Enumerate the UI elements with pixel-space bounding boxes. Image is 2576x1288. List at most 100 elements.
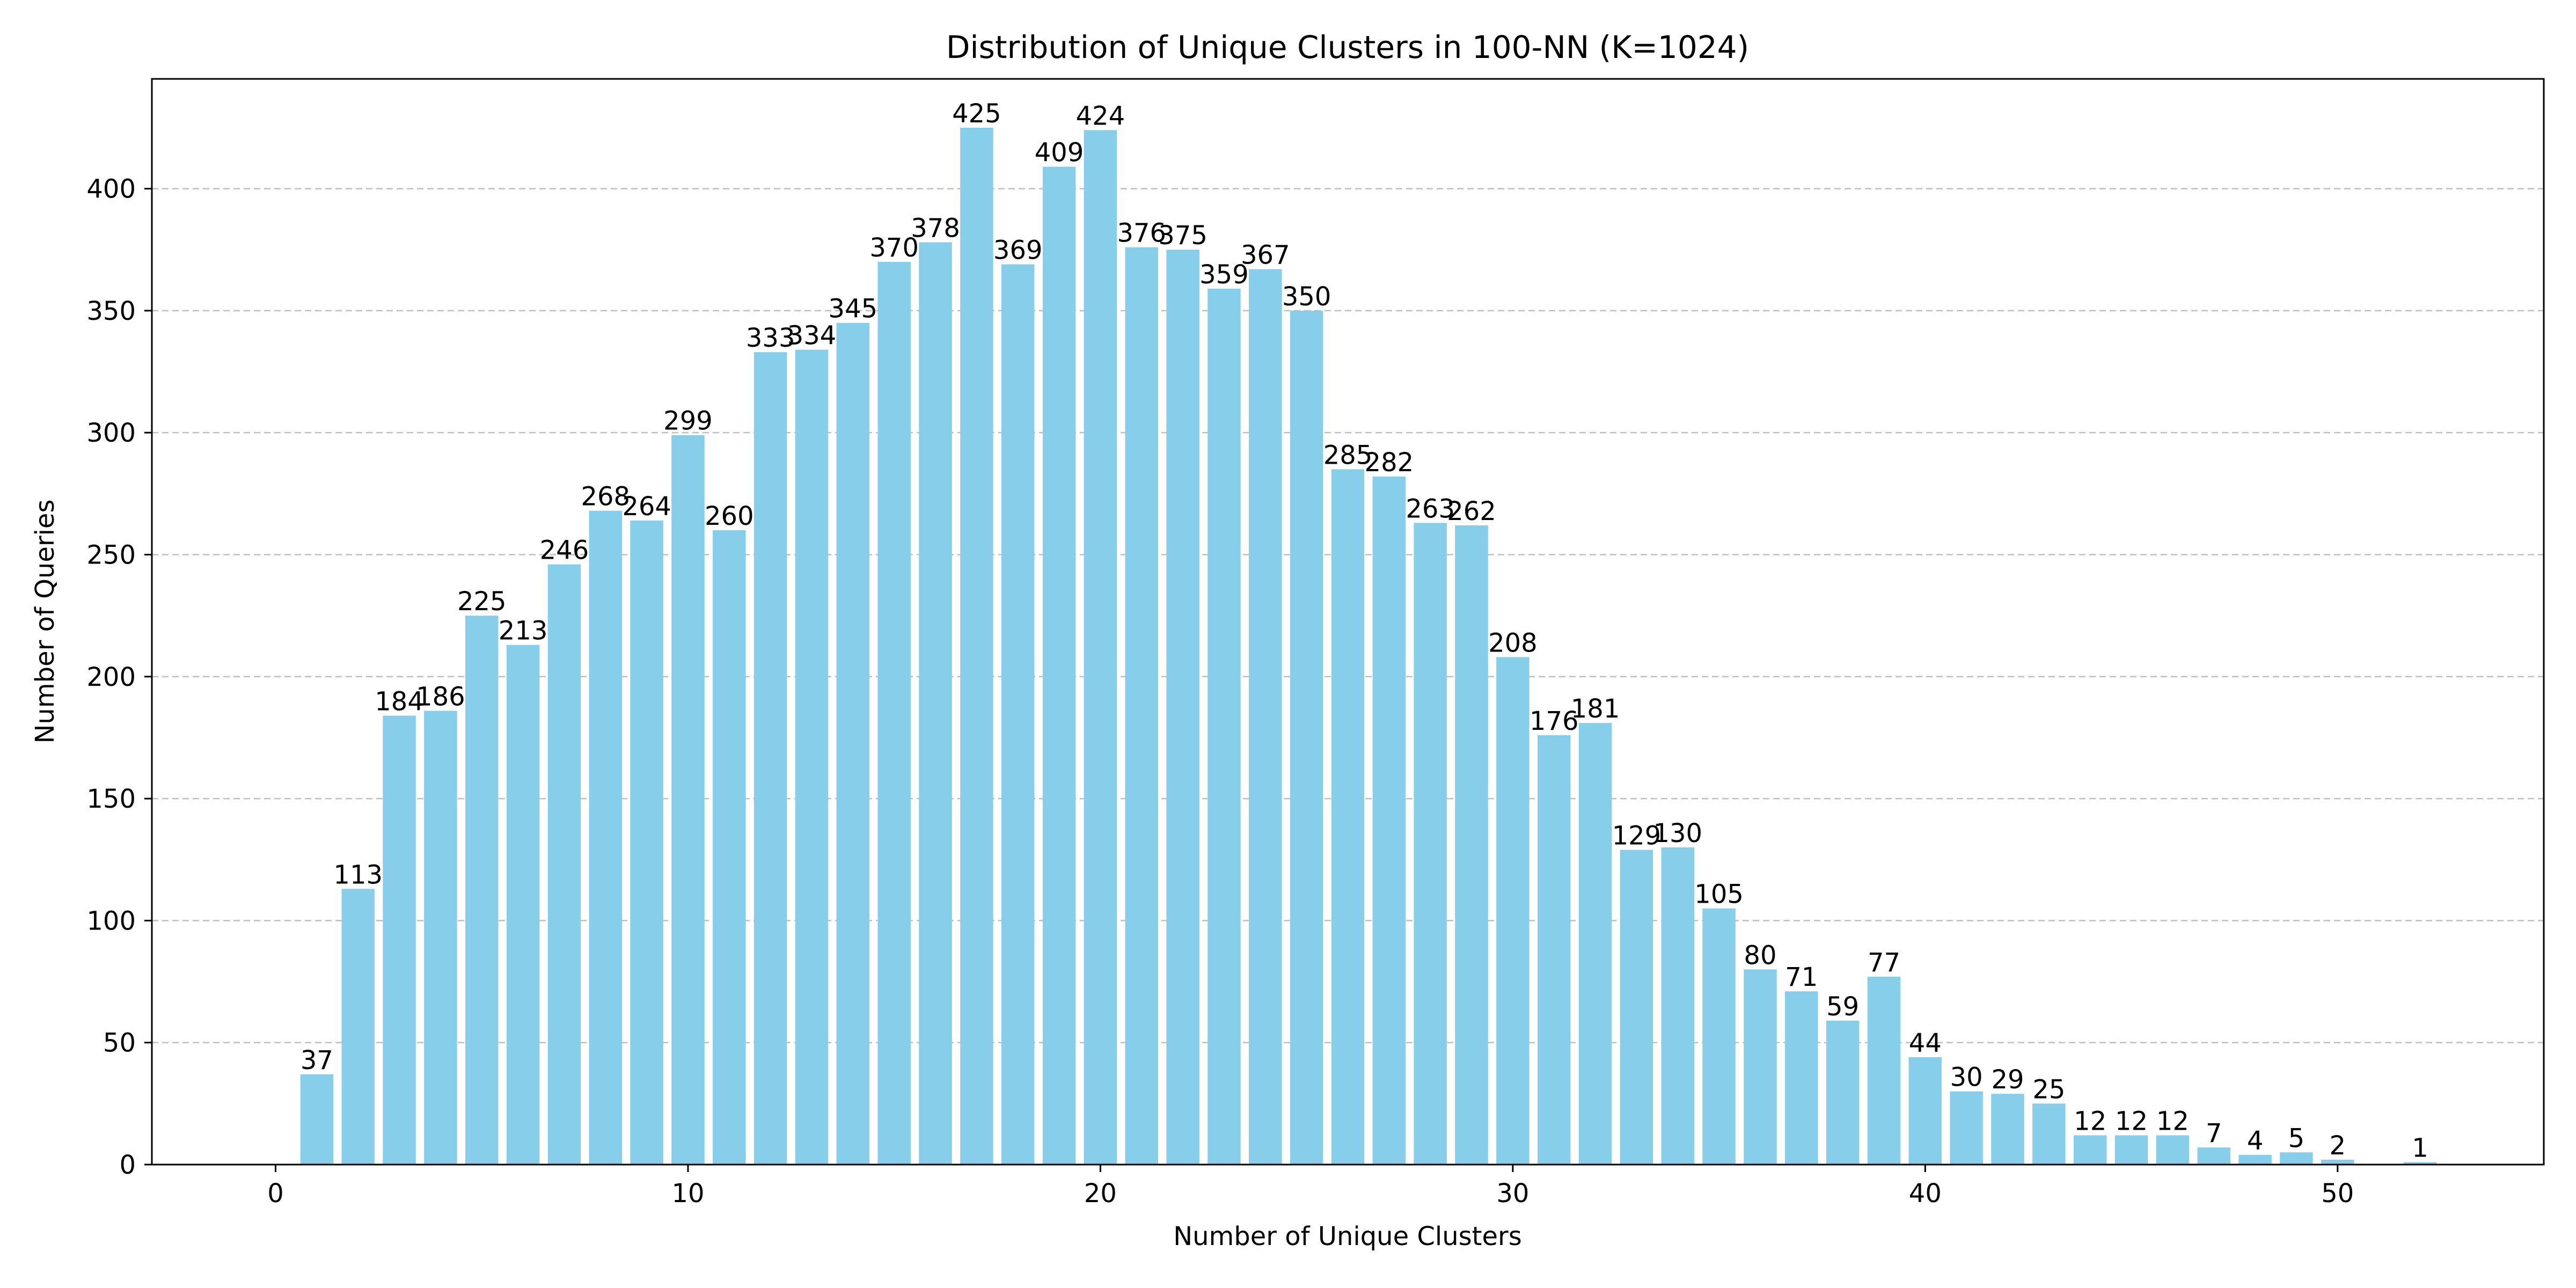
bar (1578, 723, 1612, 1165)
bar (960, 127, 993, 1165)
bar (1620, 850, 1653, 1165)
bar (1042, 166, 1076, 1165)
bar (836, 323, 870, 1165)
bar (713, 530, 746, 1165)
bar-value-label: 130 (1653, 818, 1702, 848)
bar (1744, 969, 1777, 1165)
bar-value-label: 176 (1529, 706, 1579, 736)
bar-value-label: 12 (2074, 1106, 2106, 1136)
bar (671, 435, 705, 1165)
bar-value-label: 334 (787, 321, 837, 351)
bar (1661, 847, 1694, 1165)
bar-value-label: 1 (2412, 1133, 2428, 1163)
bar-value-label: 350 (1282, 282, 1331, 312)
bar-value-label: 29 (1991, 1065, 2024, 1095)
bar-value-label: 378 (911, 214, 960, 244)
bar (753, 352, 787, 1165)
bar-value-label: 246 (540, 536, 589, 566)
bar (341, 889, 375, 1165)
bar (1908, 1057, 1942, 1165)
bar-value-label: 12 (2115, 1106, 2148, 1136)
bar (2073, 1135, 2107, 1165)
bar (2238, 1154, 2272, 1165)
bar-value-label: 285 (1323, 440, 1373, 470)
y-tick-label: 350 (86, 296, 136, 326)
bar-value-label: 25 (2032, 1074, 2065, 1104)
y-tick-label: 300 (86, 418, 136, 448)
bar-value-label: 113 (333, 860, 383, 890)
x-tick-label: 10 (671, 1179, 704, 1209)
bar (1414, 523, 1447, 1165)
bar (1084, 130, 1117, 1165)
bar (2197, 1147, 2230, 1165)
bar-value-label: 5 (2288, 1123, 2305, 1153)
bar (1455, 525, 1488, 1165)
bar (1166, 250, 1199, 1165)
bar-value-label: 367 (1241, 240, 1290, 270)
bar (2114, 1135, 2148, 1165)
bar (1496, 657, 1529, 1165)
x-axis-ticks: 0 10 20 30 40 50 (267, 1165, 2354, 1209)
x-tick-label: 30 (1496, 1179, 1529, 1209)
bar (2321, 1159, 2354, 1165)
y-tick-label: 200 (86, 662, 136, 692)
bar (506, 645, 540, 1165)
bar (2280, 1152, 2313, 1165)
bar-value-label: 181 (1571, 694, 1620, 724)
y-tick-label: 100 (86, 906, 136, 936)
x-tick-label: 40 (1909, 1179, 1942, 1209)
bar (1249, 269, 1282, 1165)
bars (300, 127, 2437, 1165)
bar-value-label: 129 (1612, 821, 1662, 851)
bar-value-label: 376 (1117, 218, 1166, 248)
bar-value-label: 37 (301, 1045, 333, 1075)
bar (877, 261, 911, 1165)
x-tick-label: 50 (2321, 1179, 2354, 1209)
bar (2032, 1103, 2066, 1165)
bar-value-label: 425 (952, 99, 1001, 129)
y-tick-label: 250 (86, 540, 136, 570)
bar-value-label: 2 (2330, 1131, 2346, 1161)
bar-value-label: 59 (1826, 992, 1859, 1022)
bar-value-label: 4 (2247, 1126, 2264, 1156)
bar (1702, 908, 1736, 1165)
bar-value-label: 370 (869, 233, 919, 263)
bar-value-label: 262 (1447, 496, 1496, 526)
bar (547, 564, 581, 1165)
bar (1331, 469, 1365, 1165)
bar-value-label: 7 (2206, 1118, 2222, 1148)
bar-value-label: 345 (829, 294, 878, 324)
y-axis-ticks: 0 50 100 150 200 250 300 350 400 (86, 174, 152, 1180)
bar (1537, 735, 1571, 1165)
x-tick-label: 0 (267, 1179, 284, 1209)
bar (1290, 310, 1323, 1165)
bar-value-label: 186 (416, 682, 465, 712)
bar-value-label: 424 (1076, 101, 1125, 131)
bar-value-label: 409 (1035, 138, 1084, 168)
chart-title: Distribution of Unique Clusters in 100-N… (946, 29, 1749, 65)
bar-value-label: 299 (663, 406, 713, 436)
bar (1950, 1091, 1983, 1165)
bar-value-label: 208 (1488, 628, 1538, 658)
bar-value-labels: 3711318418622521324626826429926033333434… (301, 99, 2428, 1163)
bar (795, 349, 829, 1165)
bar-value-label: 264 (622, 492, 671, 522)
bar-value-label: 263 (1406, 494, 1455, 524)
x-axis-label: Number of Unique Clusters (1173, 1221, 1522, 1252)
bar-value-label: 375 (1158, 221, 1208, 251)
bar (1208, 288, 1241, 1165)
bar (630, 520, 663, 1165)
y-tick-label: 150 (86, 784, 136, 814)
bar-value-label: 213 (499, 616, 548, 646)
bar (1372, 477, 1406, 1165)
bar (383, 715, 416, 1165)
bar-value-label: 268 (581, 482, 630, 512)
y-tick-label: 50 (103, 1028, 136, 1058)
bar (2403, 1162, 2437, 1165)
bar-value-label: 30 (1950, 1063, 1983, 1093)
bar-value-label: 105 (1694, 880, 1744, 910)
plot-frame (151, 78, 2545, 1166)
bar (1991, 1094, 2024, 1165)
bar-value-label: 77 (1868, 948, 1900, 978)
